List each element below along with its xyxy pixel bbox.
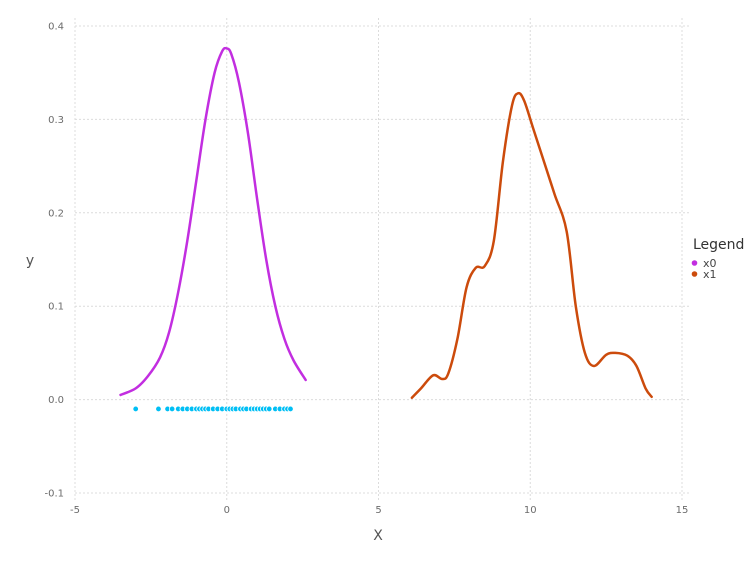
grid [74,18,690,500]
x-tick-label: 5 [375,505,381,516]
rug-point [266,405,273,413]
x-tick-label: 0 [224,505,230,516]
legend-label: x0 [703,257,717,270]
legend-item-x1: x1 [691,268,717,281]
y-axis-label: y [26,253,34,269]
x-tick-label: 10 [524,505,537,516]
rug-point [287,405,294,413]
rug-point [132,405,139,413]
legend-label: x1 [703,268,717,281]
y-tick-label: 0.2 [48,208,64,219]
legend-swatch [691,260,698,266]
y-tick-label: 0.4 [48,22,64,33]
x-axis-label: X [373,528,383,544]
y-tick-label: -0.1 [44,489,64,500]
legend-swatch [691,271,698,277]
series-line-x0 [119,46,307,397]
y-axis: -0.1 0.0 0.1 0.2 0.3 0.4 [44,22,64,500]
series-layer [119,46,653,399]
x-tick-label: -5 [70,505,80,516]
y-tick-label: 0.3 [48,115,64,126]
y-tick-label: 0.0 [48,395,64,406]
x-tick-label: 15 [676,505,689,516]
rug-layer [132,405,294,413]
rug-point [155,405,162,413]
series-line-x1 [410,91,653,399]
y-tick-label: 0.1 [48,302,64,313]
rug-point [168,405,176,413]
legend-title: Legend [693,237,744,253]
legend-item-x0: x0 [691,257,717,270]
x-axis: -5 0 5 10 15 [70,505,688,516]
